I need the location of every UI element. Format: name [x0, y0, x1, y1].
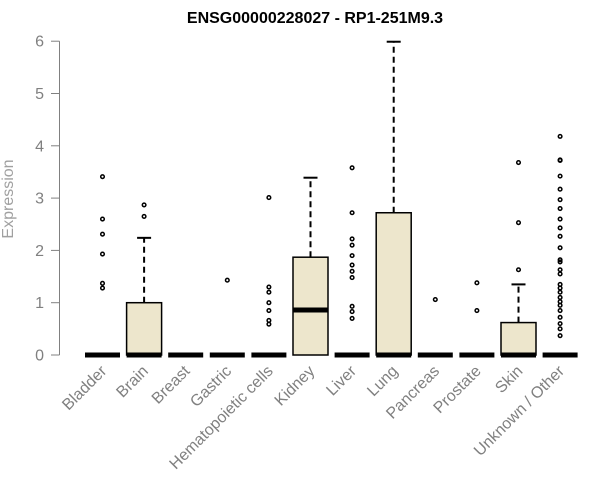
box-group	[334, 165, 370, 358]
outlier-point	[557, 233, 563, 239]
box-group	[125, 202, 163, 358]
outlier-point	[557, 216, 563, 222]
outlier-point	[515, 220, 522, 226]
box-group	[85, 174, 120, 358]
outlier-point	[99, 285, 106, 291]
outlier-point	[557, 289, 563, 295]
outlier-point	[557, 267, 563, 273]
y-axis: 0 1 2 3 4 5 6	[35, 34, 60, 365]
outlier-point	[266, 317, 272, 324]
box-group	[375, 40, 412, 358]
outlier-point	[515, 267, 522, 273]
outlier-point	[474, 280, 480, 286]
outlier-point	[266, 195, 272, 201]
outlier-point	[349, 262, 355, 268]
outlier-point	[557, 257, 563, 263]
outlier-point	[266, 300, 272, 306]
outlier-point	[349, 268, 355, 274]
outlier-point	[557, 314, 563, 320]
outlier-point	[557, 197, 563, 203]
outlier-point	[99, 174, 106, 180]
outlier-point	[557, 321, 563, 327]
box-rect	[292, 256, 329, 356]
outlier-point	[557, 157, 563, 163]
outlier-point	[266, 307, 272, 314]
outlier-point	[349, 315, 355, 321]
x-tick-label: Bladder	[59, 362, 110, 413]
x-tick-label: Kidney	[272, 363, 319, 410]
outlier-point	[557, 206, 563, 212]
outlier-point	[349, 253, 355, 259]
outlier-point	[557, 281, 563, 287]
box-group	[500, 159, 537, 358]
outlier-point	[557, 173, 563, 179]
box-group	[209, 277, 245, 358]
box-group	[459, 280, 495, 358]
outlier-point	[99, 280, 106, 286]
outlier-point	[557, 259, 563, 265]
y-tick-label: 2	[35, 243, 44, 260]
x-tick-label: Breast	[149, 362, 194, 407]
outlier-point	[141, 202, 147, 208]
outlier-point	[349, 210, 355, 216]
y-tick-label: 5	[35, 86, 44, 103]
y-tick-label: 6	[35, 34, 44, 51]
box-group	[417, 297, 453, 358]
outlier-point	[557, 333, 563, 339]
chart-title: ENSG00000228027 - RP1-251M9.3	[187, 10, 443, 27]
y-tick-label: 1	[35, 295, 44, 312]
outlier-point	[349, 275, 355, 281]
x-tick-label: Lung	[364, 363, 401, 400]
outlier-point	[515, 159, 522, 166]
outlier-point	[557, 133, 563, 139]
x-tick-label: Skin	[492, 363, 526, 397]
outlier-point	[349, 165, 355, 171]
outlier-point	[557, 271, 563, 277]
outlier-point	[99, 231, 106, 237]
x-tick-label: Brain	[113, 363, 151, 401]
outlier-point	[141, 213, 147, 219]
y-tick-label: 3	[35, 191, 44, 208]
outlier-point	[432, 297, 438, 303]
outlier-point	[349, 309, 355, 315]
outlier-point	[557, 299, 563, 305]
outlier-point	[224, 277, 230, 283]
outlier-point	[557, 307, 563, 314]
x-tick-label: Liver	[323, 362, 360, 399]
outlier-point	[557, 245, 563, 251]
box-rect	[375, 211, 412, 356]
outlier-point	[474, 307, 480, 314]
outlier-point	[349, 303, 355, 309]
y-tick-label: 0	[35, 348, 44, 365]
outlier-point	[557, 294, 563, 301]
outlier-point	[266, 289, 272, 295]
outlier-point	[557, 326, 563, 332]
box-rect	[500, 321, 537, 356]
outlier-point	[99, 216, 106, 222]
y-tick-label: 4	[35, 138, 44, 155]
outlier-point	[349, 236, 355, 242]
outlier-point	[557, 186, 563, 192]
outlier-point	[266, 284, 272, 290]
box-group	[292, 176, 329, 356]
box-series	[85, 40, 578, 358]
box-rect	[125, 301, 163, 356]
y-axis-label: Expression	[0, 159, 17, 238]
box-group	[542, 133, 578, 358]
outlier-point	[99, 251, 106, 257]
outlier-point	[349, 242, 355, 248]
box-group	[251, 195, 287, 358]
outlier-point	[557, 225, 563, 231]
